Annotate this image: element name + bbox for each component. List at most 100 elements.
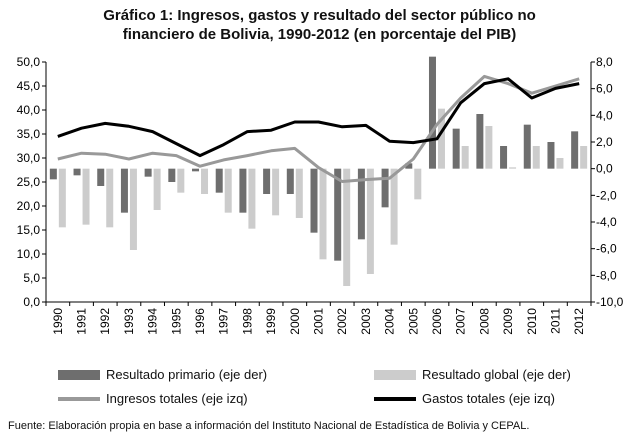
- bar-primary-2004: [381, 168, 389, 208]
- series-bars-0: [49, 56, 579, 261]
- x-tick-label-2006: 2006: [430, 308, 444, 335]
- bar-primary-2007: [452, 128, 460, 169]
- left-tick-label: 0,0: [23, 295, 40, 309]
- bar-global-1993: [129, 168, 137, 250]
- bar-global-2004: [390, 168, 398, 245]
- series-bars-1: [58, 108, 588, 286]
- x-tick-label-1999: 1999: [264, 308, 278, 335]
- x-tick-label-2000: 2000: [288, 308, 302, 335]
- right-tick-label: 8,0: [596, 55, 613, 69]
- bar-global-2005: [414, 168, 422, 200]
- bar-global-2002: [343, 168, 351, 286]
- line-revenue: [57, 74, 580, 183]
- x-tick-label-2003: 2003: [359, 308, 373, 335]
- left-tick-label: 45,0: [17, 79, 41, 93]
- bar-primary-2012: [571, 131, 579, 169]
- legend-label-primary-result: Resultado primario (eje der): [106, 367, 268, 382]
- bar-primary-1994: [144, 168, 152, 177]
- left-tick-label: 5,0: [23, 271, 40, 285]
- chart-title-line-1: Gráfico 1: Ingresos, gastos y resultado …: [103, 7, 536, 24]
- left-tick-label: 30,0: [17, 151, 41, 165]
- bar-primary-1995: [168, 168, 176, 182]
- x-tick-label-2010: 2010: [525, 308, 539, 335]
- x-tick-label-2012: 2012: [572, 308, 586, 335]
- bar-primary-2010: [523, 124, 531, 169]
- x-tick-label-2011: 2011: [548, 308, 562, 334]
- right-tick-label: -8,0: [596, 268, 617, 282]
- bar-global-1999: [272, 168, 280, 216]
- left-tick-label: 15,0: [17, 223, 41, 237]
- bar-primary-2008: [476, 114, 484, 169]
- bar-primary-2002: [334, 168, 342, 261]
- x-tick-label-2005: 2005: [406, 308, 420, 335]
- x-tick-label-1993: 1993: [122, 308, 136, 335]
- x-tick-label-1992: 1992: [98, 308, 112, 335]
- bar-primary-2011: [547, 142, 555, 169]
- line-expenditure: [57, 77, 580, 158]
- right-tick-label: -10,0: [596, 295, 624, 309]
- bar-primary-2003: [357, 168, 365, 240]
- legend-swatch-total-expenditure: [374, 397, 416, 401]
- legend-swatch-total-revenue: [58, 397, 100, 401]
- bar-primary-1998: [239, 168, 247, 213]
- bar-primary-1999: [263, 168, 271, 194]
- bar-global-2001: [319, 168, 327, 260]
- right-tick-label: -4,0: [596, 215, 617, 229]
- legend-label-total-revenue: Ingresos totales (eje izq): [106, 391, 248, 406]
- x-tick-label-2001: 2001: [312, 308, 326, 335]
- x-tick-label-2007: 2007: [454, 308, 468, 335]
- right-tick-label: 2,0: [596, 135, 613, 149]
- series-line-2: [57, 74, 580, 183]
- bar-primary-2000: [286, 168, 294, 194]
- right-tick-label: -2,0: [596, 188, 617, 202]
- x-tick-label-2008: 2008: [477, 308, 491, 335]
- bar-global-1997: [224, 168, 232, 213]
- bar-primary-1991: [73, 168, 81, 176]
- legend-swatch-global-result: [374, 370, 416, 380]
- chart-title: Gráfico 1: Ingresos, gastos y resultado …: [0, 6, 639, 44]
- bar-global-2003: [366, 168, 374, 274]
- left-tick-label: 20,0: [17, 199, 41, 213]
- bar-primary-1996: [192, 168, 200, 172]
- bar-global-2010: [532, 146, 540, 169]
- right-tick-label: -6,0: [596, 242, 617, 256]
- x-tick-label-1997: 1997: [217, 308, 231, 335]
- bar-primary-2005: [405, 163, 413, 169]
- bar-primary-1997: [215, 168, 223, 193]
- bar-primary-1993: [120, 168, 128, 213]
- x-tick-label-2002: 2002: [335, 308, 349, 335]
- bar-global-2006: [437, 108, 445, 169]
- legend-label-total-expenditure: Gastos totales (eje izq): [422, 391, 555, 406]
- bar-global-2012: [580, 146, 588, 169]
- x-tick-label-1990: 1990: [51, 308, 65, 335]
- bar-global-2011: [556, 158, 564, 169]
- x-tick-label-1996: 1996: [193, 308, 207, 335]
- bar-global-1995: [177, 168, 185, 193]
- bar-primary-1990: [49, 168, 57, 180]
- x-tick-label-2004: 2004: [383, 308, 397, 335]
- bar-primary-2001: [310, 168, 318, 233]
- series-line-3: [57, 77, 580, 158]
- x-tick-label-1995: 1995: [169, 308, 183, 335]
- x-tick-label-2009: 2009: [501, 308, 515, 335]
- bar-global-1996: [201, 168, 209, 194]
- bar-global-1991: [82, 168, 90, 225]
- legend-swatch-primary-result: [58, 370, 100, 380]
- bar-primary-1992: [97, 168, 105, 186]
- legend-label-global-result: Resultado global (eje der): [422, 367, 571, 382]
- bar-global-1994: [153, 168, 161, 210]
- right-tick-label: 0,0: [596, 162, 613, 176]
- left-tick-label: 40,0: [17, 103, 41, 117]
- bar-global-1990: [58, 168, 66, 228]
- left-tick-label: 10,0: [17, 247, 41, 261]
- left-tick-label: 35,0: [17, 127, 41, 141]
- bar-global-2000: [295, 168, 303, 218]
- left-tick-label: 25,0: [17, 175, 41, 189]
- right-tick-label: 6,0: [596, 82, 613, 96]
- source-note: Fuente: Elaboración propia en base a inf…: [8, 420, 530, 432]
- bar-global-1998: [248, 168, 256, 229]
- x-tick-label-1991: 1991: [75, 308, 89, 335]
- chart-title-line-2: financiero de Bolivia, 1990-2012 (en por…: [122, 26, 517, 43]
- bar-global-2009: [509, 167, 517, 169]
